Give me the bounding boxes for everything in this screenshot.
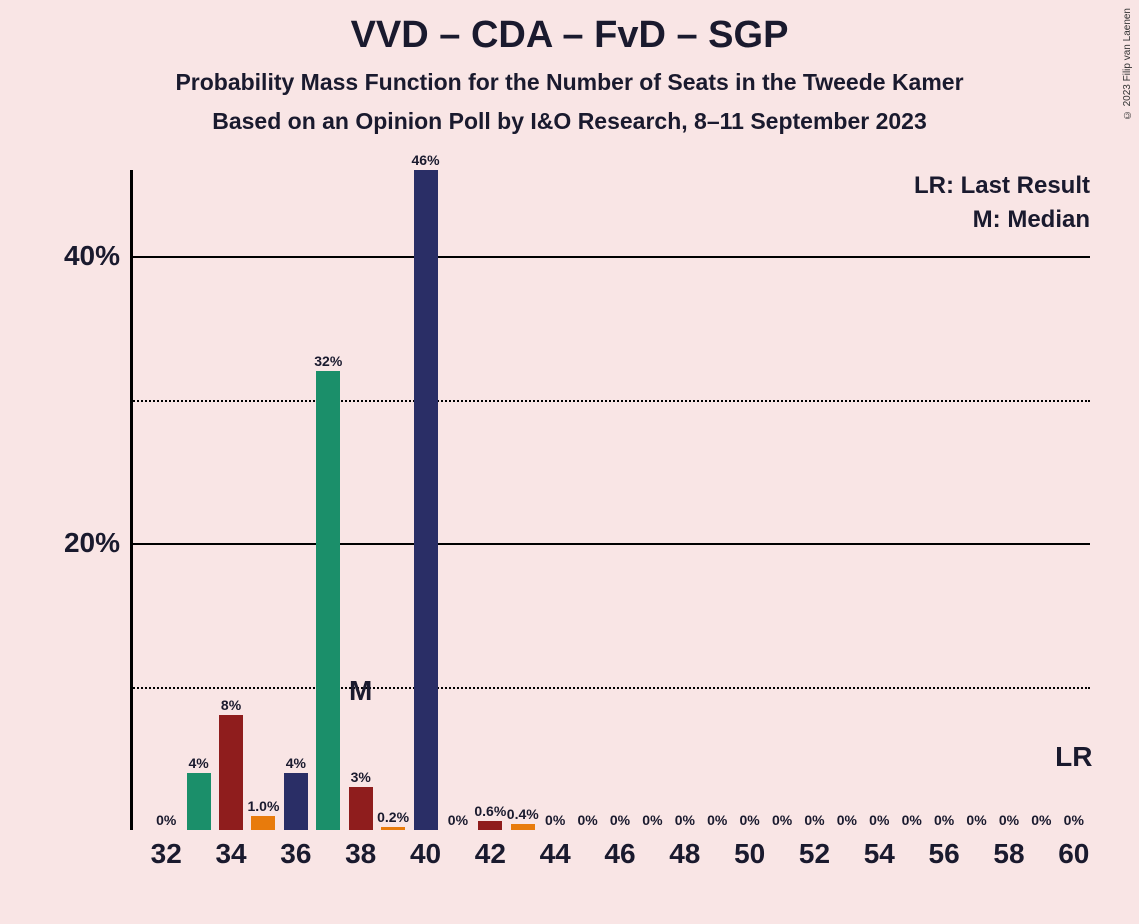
- bar: 4%: [187, 773, 211, 830]
- bar: 8%: [219, 715, 243, 830]
- bar-value-label: 0%: [1064, 812, 1084, 828]
- chart-title: VVD – CDA – FvD – SGP: [0, 0, 1139, 57]
- bar-value-label: 0%: [448, 812, 468, 828]
- x-axis-label: 52: [799, 838, 830, 870]
- y-axis-label: 40%: [30, 240, 120, 272]
- bar-value-label: 0%: [707, 812, 727, 828]
- x-axis-label: 48: [669, 838, 700, 870]
- x-axis-label: 32: [151, 838, 182, 870]
- x-axis-label: 58: [993, 838, 1024, 870]
- bar: 1.0%: [251, 816, 275, 830]
- bar-value-label: 46%: [412, 152, 440, 168]
- bar: 4%: [284, 773, 308, 830]
- bar-value-label: 3%: [351, 769, 371, 785]
- bars-container: 0%4%8%1.0%4%32%3%0.2%46%0%0.6%0.4%0%0%0%…: [130, 170, 1090, 830]
- bar-value-label: 0%: [837, 812, 857, 828]
- bar-value-label: 0%: [999, 812, 1019, 828]
- bar-value-label: 0%: [772, 812, 792, 828]
- bar-value-label: 0%: [902, 812, 922, 828]
- x-axis-label: 50: [734, 838, 765, 870]
- bar-value-label: 4%: [286, 755, 306, 771]
- bar-value-label: 0.2%: [377, 809, 409, 825]
- bar: 0.4%: [511, 824, 535, 830]
- bar: 0.6%: [478, 821, 502, 830]
- bar-value-label: 0%: [966, 812, 986, 828]
- bar-value-label: 0%: [804, 812, 824, 828]
- bar-value-label: 0%: [610, 812, 630, 828]
- bar-value-label: 0%: [156, 812, 176, 828]
- median-marker: M: [349, 675, 372, 707]
- bar-value-label: 1.0%: [247, 798, 279, 814]
- bar-value-label: 0.4%: [507, 806, 539, 822]
- bar: 46%: [414, 170, 438, 830]
- x-axis-label: 42: [475, 838, 506, 870]
- x-axis-label: 56: [929, 838, 960, 870]
- last-result-marker: LR: [1055, 741, 1092, 773]
- bar: 32%: [316, 371, 340, 830]
- x-axis-label: 44: [540, 838, 571, 870]
- x-axis-label: 54: [864, 838, 895, 870]
- chart-subtitle-2: Based on an Opinion Poll by I&O Research…: [0, 108, 1139, 135]
- bar-value-label: 4%: [188, 755, 208, 771]
- x-labels-container: 32 34 36 38 40 42 44 46 48 50 52 54 56 58 60: [130, 838, 1090, 888]
- y-axis-label: 20%: [30, 527, 120, 559]
- x-axis-label: 60: [1058, 838, 1089, 870]
- bar-value-label: 0%: [545, 812, 565, 828]
- bar-value-label: 8%: [221, 697, 241, 713]
- bar-value-label: 0%: [577, 812, 597, 828]
- bar-value-label: 0%: [869, 812, 889, 828]
- x-axis-label: 36: [280, 838, 311, 870]
- bar-value-label: 32%: [314, 353, 342, 369]
- bar-value-label: 0%: [934, 812, 954, 828]
- bar: 0.2%: [381, 827, 405, 830]
- chart-subtitle-1: Probability Mass Function for the Number…: [0, 69, 1139, 96]
- bar-value-label: 0%: [675, 812, 695, 828]
- bar-value-label: 0%: [642, 812, 662, 828]
- x-axis-label: 46: [604, 838, 635, 870]
- chart-area: LR: Last Result M: Median 20%40% 0%4%8%1…: [30, 170, 1110, 890]
- x-axis-label: 40: [410, 838, 441, 870]
- x-axis-label: 34: [215, 838, 246, 870]
- x-axis-label: 38: [345, 838, 376, 870]
- bar-value-label: 0.6%: [474, 803, 506, 819]
- bar: 3%: [349, 787, 373, 830]
- bar-value-label: 0%: [1031, 812, 1051, 828]
- bar-value-label: 0%: [740, 812, 760, 828]
- copyright-text: © 2023 Filip van Laenen: [1122, 8, 1133, 120]
